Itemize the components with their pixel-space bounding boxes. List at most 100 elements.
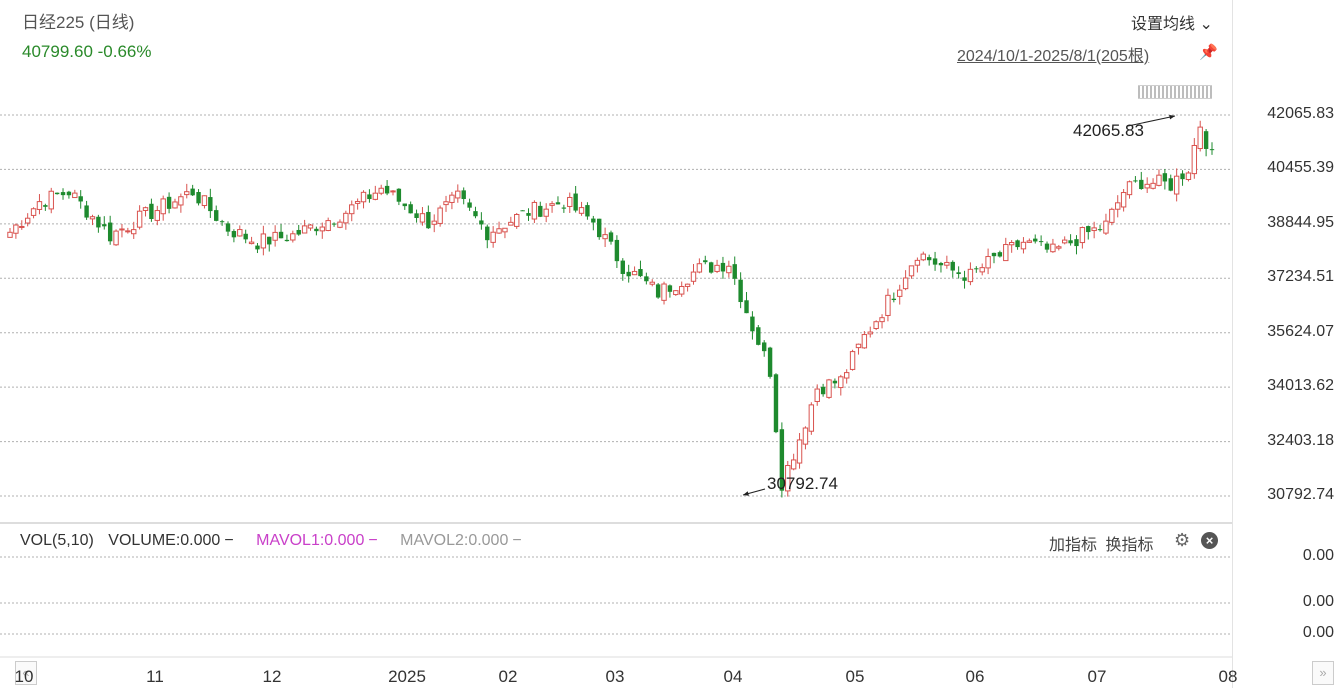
low-annotation: 30792.74 (767, 474, 838, 493)
candle-down (555, 202, 561, 205)
change-percent: -0.66% (97, 42, 152, 61)
candle-up (1150, 182, 1156, 189)
candle-down (832, 380, 838, 384)
candle-down (396, 188, 402, 202)
candle-up (1185, 172, 1192, 181)
time-tick-label: 10 (14, 667, 34, 686)
candle-down (214, 210, 219, 221)
zoom-handle[interactable] (1138, 85, 1212, 99)
candle-up (260, 233, 267, 249)
price-tick-label: 30792.74 (1267, 486, 1334, 503)
candle-down (655, 284, 661, 298)
candle-down (284, 239, 290, 242)
candle-down (638, 269, 643, 277)
candle-down (60, 192, 66, 196)
candle-up (307, 224, 314, 229)
pin-icon[interactable]: 📌 (1199, 44, 1218, 61)
candle-up (602, 234, 608, 240)
candle-down (997, 252, 1003, 257)
candle-up (19, 225, 25, 228)
ma-setting-dropdown[interactable]: 设置均线 ⌄ (1131, 16, 1213, 33)
candle-up (154, 210, 161, 221)
candle-down (219, 221, 225, 223)
candle-up (172, 201, 178, 209)
candle-down (756, 327, 761, 345)
time-tick-label: 08 (1218, 667, 1238, 686)
candle-up (897, 289, 903, 297)
candle-down (1038, 241, 1044, 243)
candle-up (24, 217, 31, 224)
candle-up (673, 290, 679, 296)
candle-up (967, 268, 974, 283)
candle-up (449, 194, 455, 203)
candle-down (426, 211, 431, 229)
candle-down (467, 202, 472, 208)
time-tick-label: 12 (262, 667, 282, 686)
candle-down (573, 193, 578, 211)
candle-down (278, 231, 284, 239)
candle-up (1003, 244, 1009, 262)
candle-up (867, 331, 873, 335)
candle-down (384, 185, 390, 194)
candle-up (337, 221, 343, 228)
candlestick-chart[interactable] (0, 0, 1232, 688)
candle-up (113, 230, 119, 246)
candle-up (785, 464, 791, 492)
candle-up (714, 264, 720, 272)
candle-down (225, 223, 231, 232)
candle-up (985, 256, 991, 269)
price-tick-label: 38844.95 (1267, 213, 1334, 231)
add-indicator-button[interactable]: 加指标 (1049, 537, 1098, 554)
candle-up (496, 228, 502, 234)
candle-up (72, 192, 78, 199)
indicator-tools: 加指标 换指标 (1049, 531, 1153, 555)
scroll-right-button[interactable]: » (1312, 661, 1334, 685)
candle-up (301, 225, 308, 234)
candle-up (419, 213, 426, 223)
candle-up (1115, 202, 1121, 210)
candle-up (578, 207, 585, 214)
candle-up (879, 317, 885, 323)
candle-down (1180, 173, 1185, 180)
candle-up (325, 220, 331, 232)
candle-up (1197, 126, 1203, 150)
candle-down (962, 277, 967, 281)
candle-down (479, 220, 484, 225)
candle-down (891, 298, 897, 301)
candle-up (726, 265, 732, 274)
candle-down (107, 222, 113, 242)
candle-up (136, 210, 143, 228)
candle-down (296, 229, 301, 235)
candle-up (142, 207, 149, 211)
candle-up (861, 334, 868, 349)
vol-label: VOL(5,10) (20, 532, 94, 549)
candle-down (750, 316, 755, 332)
candle-down (720, 262, 726, 272)
price-gridlines (0, 114, 1232, 497)
switch-indicator-button[interactable]: 换指标 (1105, 537, 1154, 554)
candle-up (1050, 243, 1056, 253)
candle-up (30, 208, 37, 216)
candle-up (838, 376, 844, 389)
volume-tick-label: 0.00 (1302, 624, 1334, 641)
candle-up (349, 204, 355, 215)
gear-icon[interactable]: ⚙ (1174, 530, 1191, 550)
candle-down (761, 342, 767, 352)
candle-down (66, 191, 72, 196)
candle-down (149, 203, 154, 220)
candle-down (208, 197, 213, 212)
candle-up (1091, 227, 1097, 232)
candle-up (443, 201, 449, 206)
close-icon[interactable]: × (1201, 532, 1218, 549)
time-tick-label: 05 (845, 667, 865, 686)
candle-down (43, 205, 48, 207)
candle-down (561, 207, 567, 209)
candle-down (485, 226, 490, 241)
candle-up (790, 459, 797, 470)
date-range-link[interactable]: 2024/10/1-2025/8/1(205根) (957, 48, 1150, 65)
candle-up (1173, 175, 1180, 195)
candle-down (932, 258, 938, 265)
scroll-left-button[interactable]: « (15, 661, 37, 685)
candle-up (885, 294, 891, 316)
candle-down (520, 210, 525, 212)
